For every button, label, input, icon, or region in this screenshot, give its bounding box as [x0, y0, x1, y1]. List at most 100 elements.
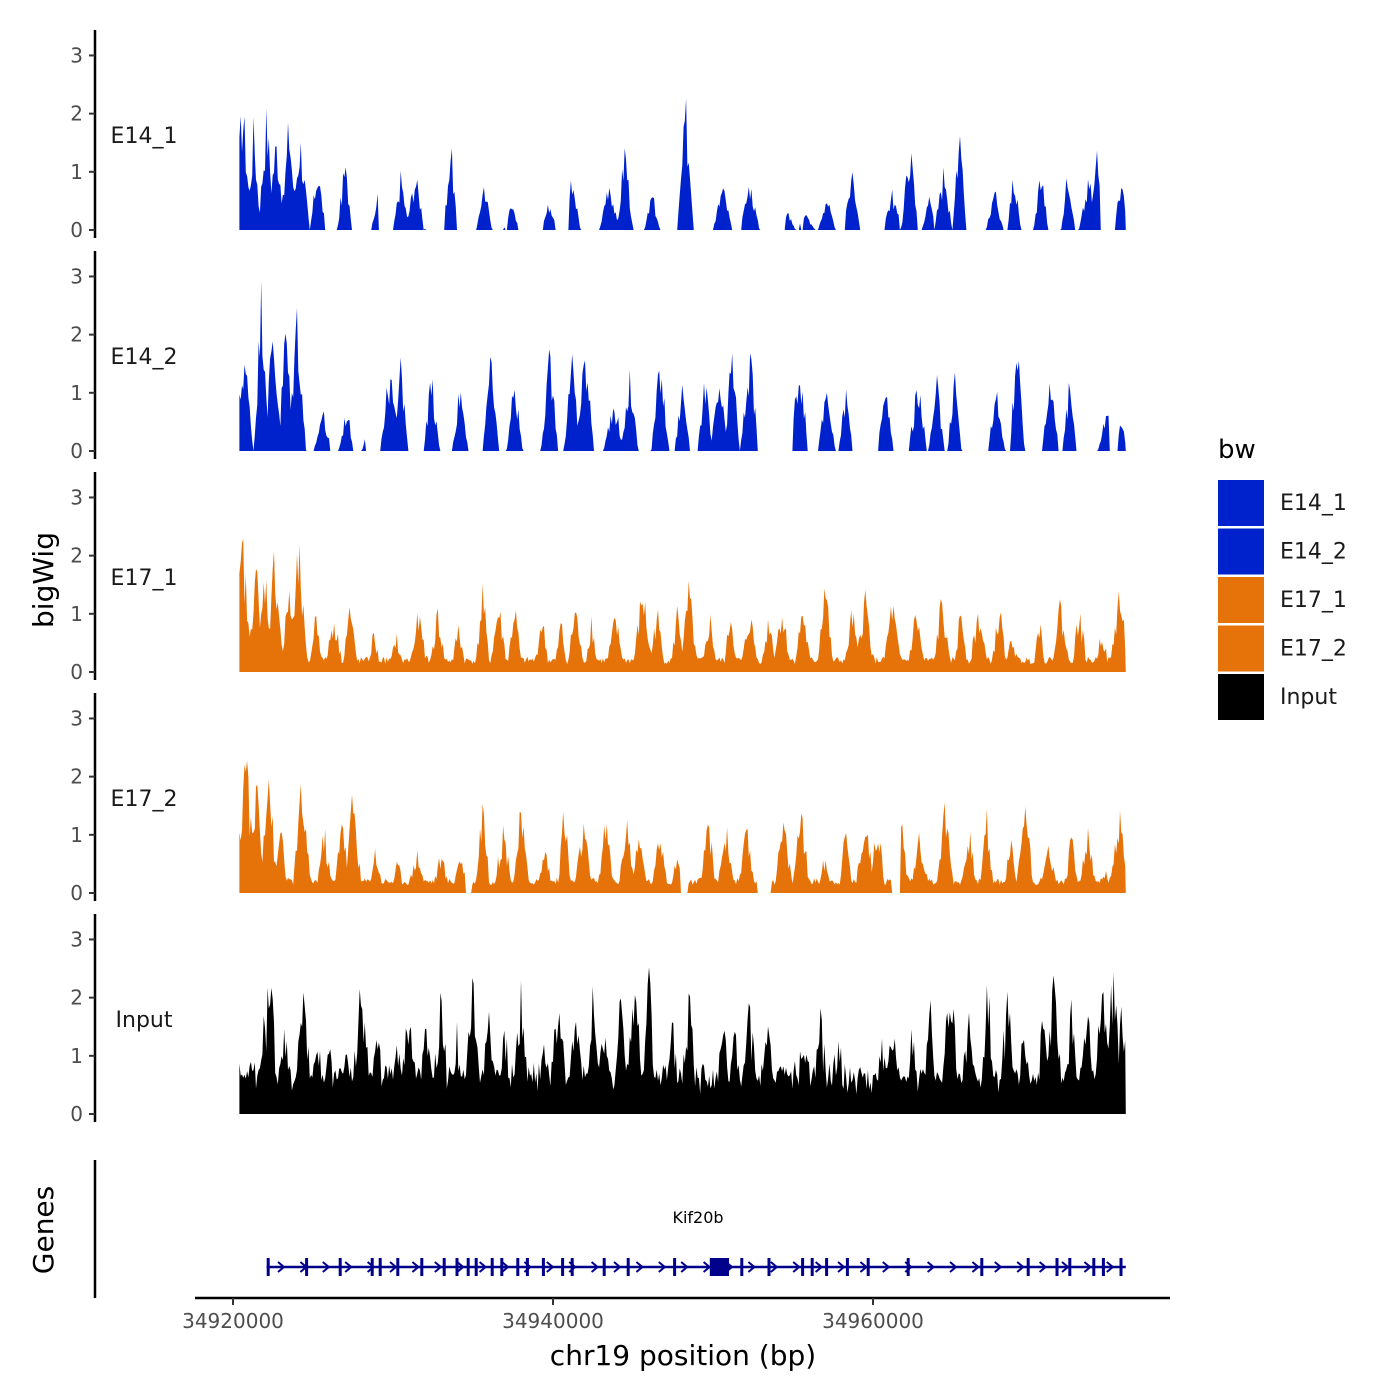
coverage-area [239, 98, 1126, 230]
track-label: E17_2 [111, 787, 178, 812]
exon [396, 1258, 400, 1276]
exon [338, 1258, 342, 1276]
exon [1101, 1258, 1105, 1276]
track-e14-1: 0 1 2 3 E14_1 [70, 30, 1126, 242]
strand-arrow [478, 1261, 488, 1273]
y-tick-label: 1 [70, 1044, 83, 1068]
strand-arrow [792, 1261, 801, 1273]
legend-label: Input [1280, 685, 1337, 710]
track-label: E17_1 [111, 566, 178, 591]
exon [1092, 1258, 1096, 1276]
exon [455, 1258, 459, 1276]
strand-arrow [949, 1261, 958, 1273]
tracks: 0 1 2 3 E14_1 0 1 2 3 E14_2 0 1 2 3 E17_1 0 1 2 3 E17_2 0 1 2 3… [70, 30, 1126, 1126]
strand-arrow [411, 1261, 420, 1273]
y-axis-title: bigWig [27, 532, 60, 628]
exon [801, 1258, 805, 1276]
exon [420, 1258, 424, 1276]
strand-arrow [770, 1261, 779, 1273]
y-tick-label: 1 [70, 381, 83, 405]
coverage-area [239, 280, 1126, 451]
exon [305, 1258, 309, 1276]
strand-arrow [926, 1261, 936, 1273]
strand-arrow [635, 1261, 644, 1273]
exon [825, 1258, 829, 1276]
exon [1119, 1258, 1123, 1276]
legend-label: E17_1 [1280, 588, 1347, 613]
y-tick-label: 3 [70, 43, 83, 67]
track-e17-2: 0 1 2 3 E17_2 [70, 693, 1126, 905]
exon [525, 1258, 529, 1276]
y-tick-label: 1 [70, 160, 83, 184]
exon [906, 1258, 910, 1276]
strand-arrow [590, 1261, 600, 1273]
exon [516, 1258, 520, 1276]
y-tick-label: 3 [70, 706, 83, 730]
strand-arrow [680, 1261, 689, 1273]
strand-arrow [277, 1261, 286, 1273]
exon [980, 1258, 984, 1276]
strand-arrow [882, 1261, 891, 1273]
exon [1026, 1258, 1030, 1276]
exon [561, 1258, 565, 1276]
y-tick-label: 2 [70, 986, 83, 1010]
exon [442, 1258, 446, 1276]
strand-arrow [837, 1261, 846, 1273]
strand-arrow [994, 1261, 1003, 1273]
track-e17-1: 0 1 2 3 E17_1 [70, 472, 1126, 684]
strand-arrow [702, 1261, 712, 1273]
strand-arrow [456, 1261, 465, 1273]
exon-block [709, 1258, 729, 1276]
strand-arrow [859, 1261, 868, 1273]
strand-arrow [501, 1261, 510, 1273]
exon [810, 1258, 814, 1276]
exon [266, 1258, 270, 1276]
legend-swatch [1218, 577, 1264, 623]
track-label: E14_2 [111, 345, 178, 370]
exon [474, 1258, 478, 1276]
track-input: 0 1 2 3 Input [70, 914, 1126, 1126]
y-tick-label: 0 [70, 660, 83, 684]
track-label: E14_1 [111, 124, 178, 149]
track-label: Input [116, 1008, 173, 1033]
exon [370, 1258, 374, 1276]
exon [466, 1258, 470, 1276]
x-tick-label: 34940000 [502, 1309, 604, 1333]
coverage-area [239, 760, 1126, 893]
legend-swatch [1218, 528, 1264, 575]
exon [866, 1258, 870, 1276]
exon [767, 1258, 771, 1276]
y-tick-label: 0 [70, 218, 83, 242]
strand-arrow [971, 1261, 980, 1273]
strand-arrow [389, 1261, 398, 1273]
genes-axis-title: Genes [27, 1186, 60, 1274]
exon [626, 1258, 630, 1276]
exon [541, 1258, 545, 1276]
legend-swatch [1218, 674, 1264, 720]
y-tick-label: 2 [70, 544, 83, 568]
exon [602, 1258, 606, 1276]
coverage-area [239, 967, 1126, 1114]
legend-label: E17_2 [1280, 637, 1347, 662]
y-tick-label: 3 [70, 927, 83, 951]
exon [673, 1258, 677, 1276]
y-tick-label: 3 [70, 264, 83, 288]
track-e14-2: 0 1 2 3 E14_2 [70, 251, 1126, 463]
strand-arrow [814, 1261, 824, 1273]
strand-arrow [434, 1261, 443, 1273]
strand-arrow [1016, 1261, 1025, 1273]
y-tick-label: 1 [70, 602, 83, 626]
y-tick-label: 3 [70, 485, 83, 509]
legend-swatch [1218, 625, 1264, 672]
y-tick-label: 0 [70, 1102, 83, 1126]
y-tick-label: 1 [70, 823, 83, 847]
strand-arrow [1106, 1261, 1115, 1273]
x-axis: 34920000 34940000 34960000 [182, 1296, 1170, 1333]
strand-arrow [344, 1261, 353, 1273]
gene-panel: Kif20b [93, 1160, 1126, 1298]
y-tick-label: 2 [70, 323, 83, 347]
y-tick-label: 2 [70, 765, 83, 789]
strand-arrow [1061, 1261, 1070, 1273]
strand-arrow [613, 1261, 622, 1273]
exon [845, 1258, 849, 1276]
